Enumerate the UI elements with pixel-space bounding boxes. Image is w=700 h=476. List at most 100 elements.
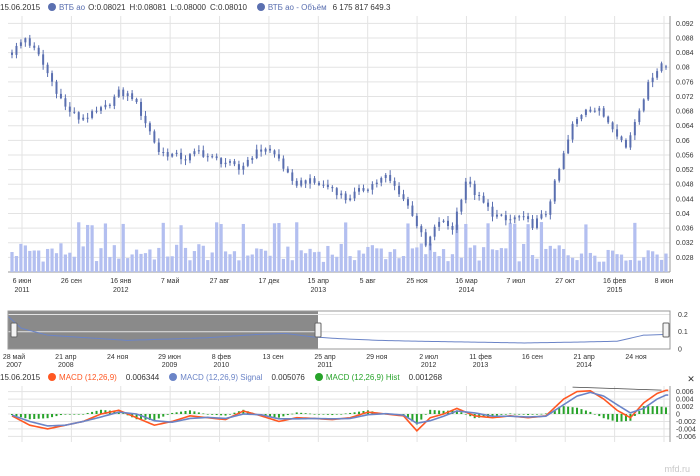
volume-bar [619, 254, 624, 272]
volume-bar [535, 258, 539, 272]
volume-bar [606, 249, 610, 272]
volume-bar [308, 248, 312, 272]
volume-bar [611, 250, 615, 272]
legend-c-label: C: [210, 2, 218, 12]
volume-bar [415, 247, 419, 272]
candle-body [331, 187, 334, 189]
macd-y-label: -0.002 [676, 419, 696, 426]
candle-body [406, 199, 409, 206]
volume-bar [139, 253, 143, 272]
y-tick-label: 0.088 [676, 35, 694, 42]
candle-body [478, 195, 481, 197]
volume-bar [401, 256, 406, 272]
candle-body [11, 52, 13, 55]
candle-body [117, 89, 120, 97]
volume-bar [175, 244, 179, 272]
legend-item-signal[interactable]: MACD (12,26,9) Signal 0.005076 [169, 373, 309, 382]
macd-hist-bar [522, 414, 525, 415]
legend-item-volume[interactable]: ВТБ ао - Объём 6 175 817 649.3 [256, 2, 391, 12]
y-tick-label: 0.056 [676, 152, 694, 159]
navigator-x-label: 11 фев [469, 354, 492, 361]
macd-hist-bar [37, 414, 40, 419]
volume-bar [281, 258, 285, 272]
macd-hist-bar [171, 412, 174, 414]
x-tick-label: 16 фев [603, 278, 626, 285]
candle-body [495, 214, 498, 217]
macd-y-label: 0.006 [676, 389, 694, 396]
volume-bar [170, 256, 174, 272]
macd-hist-bar [233, 412, 236, 414]
volume-bar [152, 259, 156, 272]
legend-item-price[interactable]: ВТБ ао O: 0.08021 H: 0.08081 L: 0.08000 … [48, 3, 251, 12]
candle-body [660, 63, 663, 72]
legend-item-macd[interactable]: MACD (12,26,9) 0.006344 [48, 373, 163, 382]
volume-bar [241, 223, 245, 272]
macd-hist-bar [455, 410, 458, 414]
candle-body [211, 156, 214, 158]
navigator-x-year: 2011 [317, 362, 332, 369]
volume-bar [94, 261, 99, 272]
candle-body [148, 123, 151, 132]
navigator-handle-right[interactable] [662, 322, 670, 338]
volume-bar [121, 223, 125, 272]
volume-bar [268, 255, 272, 272]
volume-bar [103, 223, 108, 272]
volume-bar [77, 222, 81, 272]
volume-bar [428, 243, 432, 272]
candle-body [540, 214, 543, 219]
navigator-handle-left[interactable] [10, 322, 18, 338]
volume-bar [344, 222, 348, 272]
candle-body [309, 178, 312, 184]
volume-bar [223, 251, 228, 272]
macd-hist-bar [513, 413, 516, 415]
candle-body [562, 153, 565, 169]
macd-hist-bar [624, 414, 627, 422]
candle-body [175, 152, 178, 154]
legend-item-hist[interactable]: MACD (12,26,9) Hist 0.001268 [314, 373, 446, 382]
legend-h-value: 0.08081 [137, 2, 167, 12]
navigator-x-year: 2010 [214, 362, 230, 369]
candle-body [393, 180, 396, 186]
macd-hist-bar [162, 414, 165, 417]
volume-bar [50, 248, 54, 272]
navigator-x-label: 24 ноя [107, 354, 128, 361]
macd-hist-bar [157, 414, 160, 419]
candle-body [469, 181, 472, 184]
volume-bar [441, 249, 446, 272]
macd-hist-bar [140, 414, 143, 420]
navigator-x-label: 29 ноя [366, 354, 387, 361]
macd-hist-bar [175, 412, 178, 414]
close-icon[interactable]: ✕ [687, 374, 695, 384]
candle-body [51, 73, 54, 82]
candle-body [206, 156, 209, 158]
volume-bar [86, 224, 90, 272]
price-chart[interactable]: 0.092 0.088 0.084 0.08 0.076 0.072 0.068 0.064 0… [0, 10, 700, 330]
macd-hist-bar [291, 413, 294, 415]
volume-bar [410, 248, 415, 272]
volume-bar [393, 249, 397, 272]
candle-body [237, 164, 240, 170]
candle-body [384, 174, 387, 179]
candle-body [464, 181, 467, 200]
macd-hist-bar [68, 414, 71, 415]
volume-bar [134, 249, 139, 272]
macd-hist-bar [153, 414, 156, 421]
macd-hist-bar [576, 407, 579, 414]
macd-hist-bar [504, 414, 507, 415]
macd-hist-bar [73, 414, 76, 415]
macd-y-label: -0.006 [676, 434, 696, 441]
volume-bar [477, 260, 481, 272]
macd-hist-bar [166, 414, 169, 415]
navigator-handle-left[interactable] [314, 322, 322, 338]
volume-bar [10, 251, 14, 272]
legend-date: 15.06.2015 [0, 2, 41, 12]
candle-body [86, 117, 89, 119]
candle-body [580, 114, 583, 119]
legend-volume-value: 6 175 817 649.3 [332, 2, 391, 12]
macd-hist-bar [611, 414, 614, 421]
macd-hist-bar [362, 410, 365, 414]
candle-body [322, 184, 325, 186]
volume-bar [375, 248, 379, 272]
